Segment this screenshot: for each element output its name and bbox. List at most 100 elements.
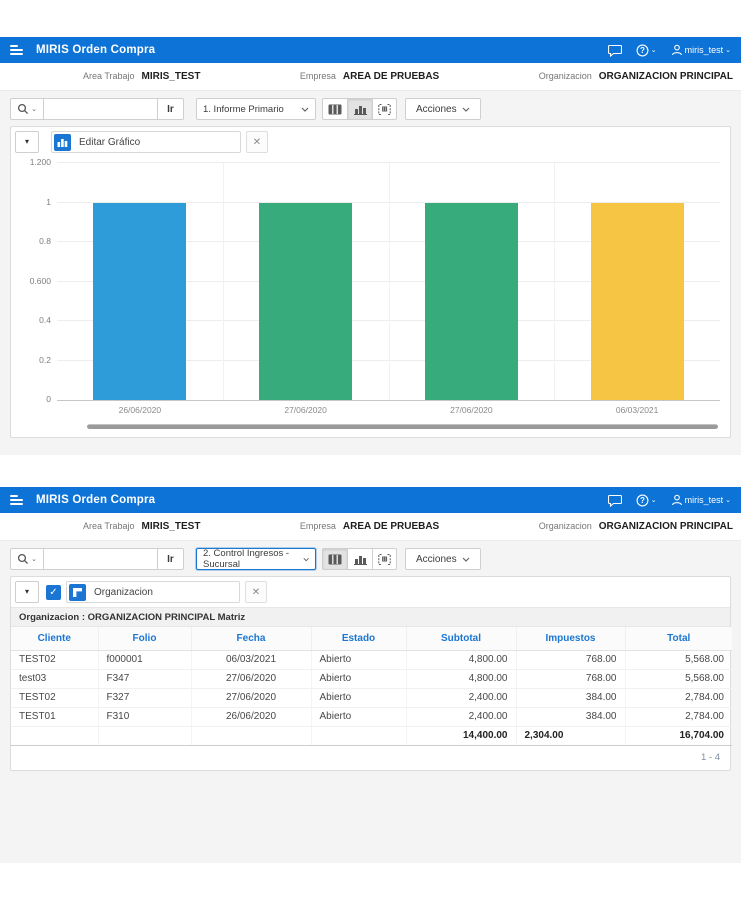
bar-chart-icon [354, 554, 367, 565]
chevron-down-icon [462, 557, 470, 562]
control-break-chip[interactable]: Organizacion [66, 581, 240, 603]
table-cell: Abierto [311, 669, 406, 688]
table-icon [328, 554, 342, 565]
chevron-down-icon: ⌄ [31, 556, 37, 563]
table-cell: 5,568.00 [625, 650, 732, 669]
app-header: MIRIS Orden Compra ? ⌄ miris_test ⌄ [0, 37, 741, 63]
filter-checkbox[interactable]: ✓ [46, 585, 61, 600]
x-axis-label: 06/03/2021 [554, 405, 720, 418]
chevron-down-icon: ⌄ [31, 106, 37, 113]
report-select[interactable]: 2. Control Ingresos - Sucursal [196, 548, 316, 570]
edit-chart-chip[interactable]: Editar Gráfico [51, 131, 241, 153]
table-icon [328, 104, 342, 115]
table-cell: 768.00 [516, 669, 625, 688]
search-input[interactable] [44, 98, 158, 120]
y-axis-tick: 0 [13, 394, 51, 404]
summary-total: 16,704.00 [625, 726, 732, 745]
y-axis-tick: 1.200 [13, 157, 51, 167]
menu-icon[interactable] [10, 494, 24, 506]
table-header-row: Cliente Folio Fecha Estado Subtotal Impu… [11, 627, 732, 650]
pivot-view-button[interactable] [372, 548, 397, 570]
column-header-folio[interactable]: Folio [98, 627, 191, 650]
filter-menu-button[interactable]: ▾ [15, 131, 39, 153]
feedback-icon[interactable] [608, 494, 622, 507]
chevron-down-icon: ⌄ [651, 47, 657, 54]
svg-text:?: ? [640, 496, 645, 505]
app-title: MIRIS Orden Compra [36, 494, 155, 506]
table-cell: Abierto [311, 707, 406, 726]
table-cell: 384.00 [516, 707, 625, 726]
table-row: TEST02f00000106/03/2021Abierto4,800.0076… [11, 650, 732, 669]
view-toggle-group [322, 548, 397, 570]
app-header: MIRIS Orden Compra ? ⌄ miris_test ⌄ [0, 487, 741, 513]
workspace-value: MIRIS_TEST [142, 521, 201, 532]
menu-icon[interactable] [10, 44, 24, 56]
table-cell: 768.00 [516, 650, 625, 669]
feedback-icon[interactable] [608, 44, 622, 57]
table-cell: test03 [11, 669, 98, 688]
table-cell: TEST02 [11, 688, 98, 707]
column-header-cliente[interactable]: Cliente [11, 627, 98, 650]
bar-chart: 1.20010.80.6000.40.20 26/06/202027/06/20… [11, 157, 730, 429]
column-header-fecha[interactable]: Fecha [191, 627, 311, 650]
chevron-down-icon: ⌄ [725, 497, 731, 504]
user-menu[interactable]: miris_test ⌄ [671, 44, 731, 56]
bar-27/06/2020 [425, 203, 518, 401]
horizontal-scrollbar[interactable] [87, 424, 718, 429]
table-cell: 4,800.00 [406, 650, 516, 669]
column-header-subtotal[interactable]: Subtotal [406, 627, 516, 650]
panel-gap [0, 455, 741, 487]
chart-panel: MIRIS Orden Compra ? ⌄ miris_test ⌄ Area… [0, 37, 741, 455]
chevron-down-icon: ⌄ [651, 497, 657, 504]
help-icon[interactable]: ? ⌄ [636, 494, 657, 507]
org-label: Organizacion [539, 71, 592, 81]
summary-subtotal: 14,400.00 [406, 726, 516, 745]
chevron-down-icon [462, 107, 470, 112]
report-panel: MIRIS Orden Compra ? ⌄ miris_test ⌄ Area… [0, 487, 741, 863]
go-button[interactable]: Ir [158, 548, 184, 570]
actions-button[interactable]: Acciones [405, 98, 481, 120]
group-separator [223, 163, 224, 400]
report-filter-row: ▾ ✓ Organizacion ✕ [11, 577, 730, 607]
org-value: ORGANIZACION PRINCIPAL [599, 521, 733, 532]
search-dropdown-button[interactable]: ⌄ [10, 98, 44, 120]
chart-chip-icon [54, 134, 71, 151]
close-icon[interactable]: ✕ [245, 581, 267, 603]
pivot-view-button[interactable] [372, 98, 397, 120]
search-input[interactable] [44, 548, 158, 570]
report-view-button[interactable] [322, 548, 347, 570]
table-cell: 2,784.00 [625, 707, 732, 726]
filter-menu-button[interactable]: ▾ [15, 581, 39, 603]
workspace-label: Area Trabajo [83, 71, 135, 81]
x-axis-label: 27/06/2020 [389, 405, 555, 418]
view-toggle-group [322, 98, 397, 120]
y-axis-tick: 0.8 [13, 236, 51, 246]
go-button[interactable]: Ir [158, 98, 184, 120]
report-view-button[interactable] [322, 98, 347, 120]
bar-chart-icon [354, 104, 367, 115]
chevron-down-icon [301, 107, 309, 112]
control-break-header: Organizacion : ORGANIZACION PRINCIPAL Ma… [11, 607, 730, 627]
company-label: Empresa [300, 521, 336, 531]
chart-view-button[interactable] [347, 98, 372, 120]
x-axis-label: 26/06/2020 [57, 405, 223, 418]
report-section-body: ⌄ Ir 2. Control Ingresos - Sucursal [0, 541, 741, 863]
chart-view-button[interactable] [347, 548, 372, 570]
close-icon[interactable]: ✕ [246, 131, 268, 153]
y-axis-tick: 1 [13, 197, 51, 207]
search-dropdown-button[interactable]: ⌄ [10, 548, 44, 570]
actions-button[interactable]: Acciones [405, 548, 481, 570]
report-select[interactable]: 1. Informe Primario [196, 98, 316, 120]
pivot-icon [378, 104, 391, 115]
bar-26/06/2020 [93, 203, 186, 401]
column-header-estado[interactable]: Estado [311, 627, 406, 650]
user-name: miris_test [685, 495, 724, 505]
company-value: AREA DE PRUEBAS [343, 521, 439, 532]
column-header-impuestos[interactable]: Impuestos [516, 627, 625, 650]
user-menu[interactable]: miris_test ⌄ [671, 494, 731, 506]
help-icon[interactable]: ? ⌄ [636, 44, 657, 57]
column-header-total[interactable]: Total [625, 627, 732, 650]
y-axis-tick: 0.600 [13, 276, 51, 286]
org-label: Organizacion [539, 521, 592, 531]
x-axis-label: 27/06/2020 [223, 405, 389, 418]
